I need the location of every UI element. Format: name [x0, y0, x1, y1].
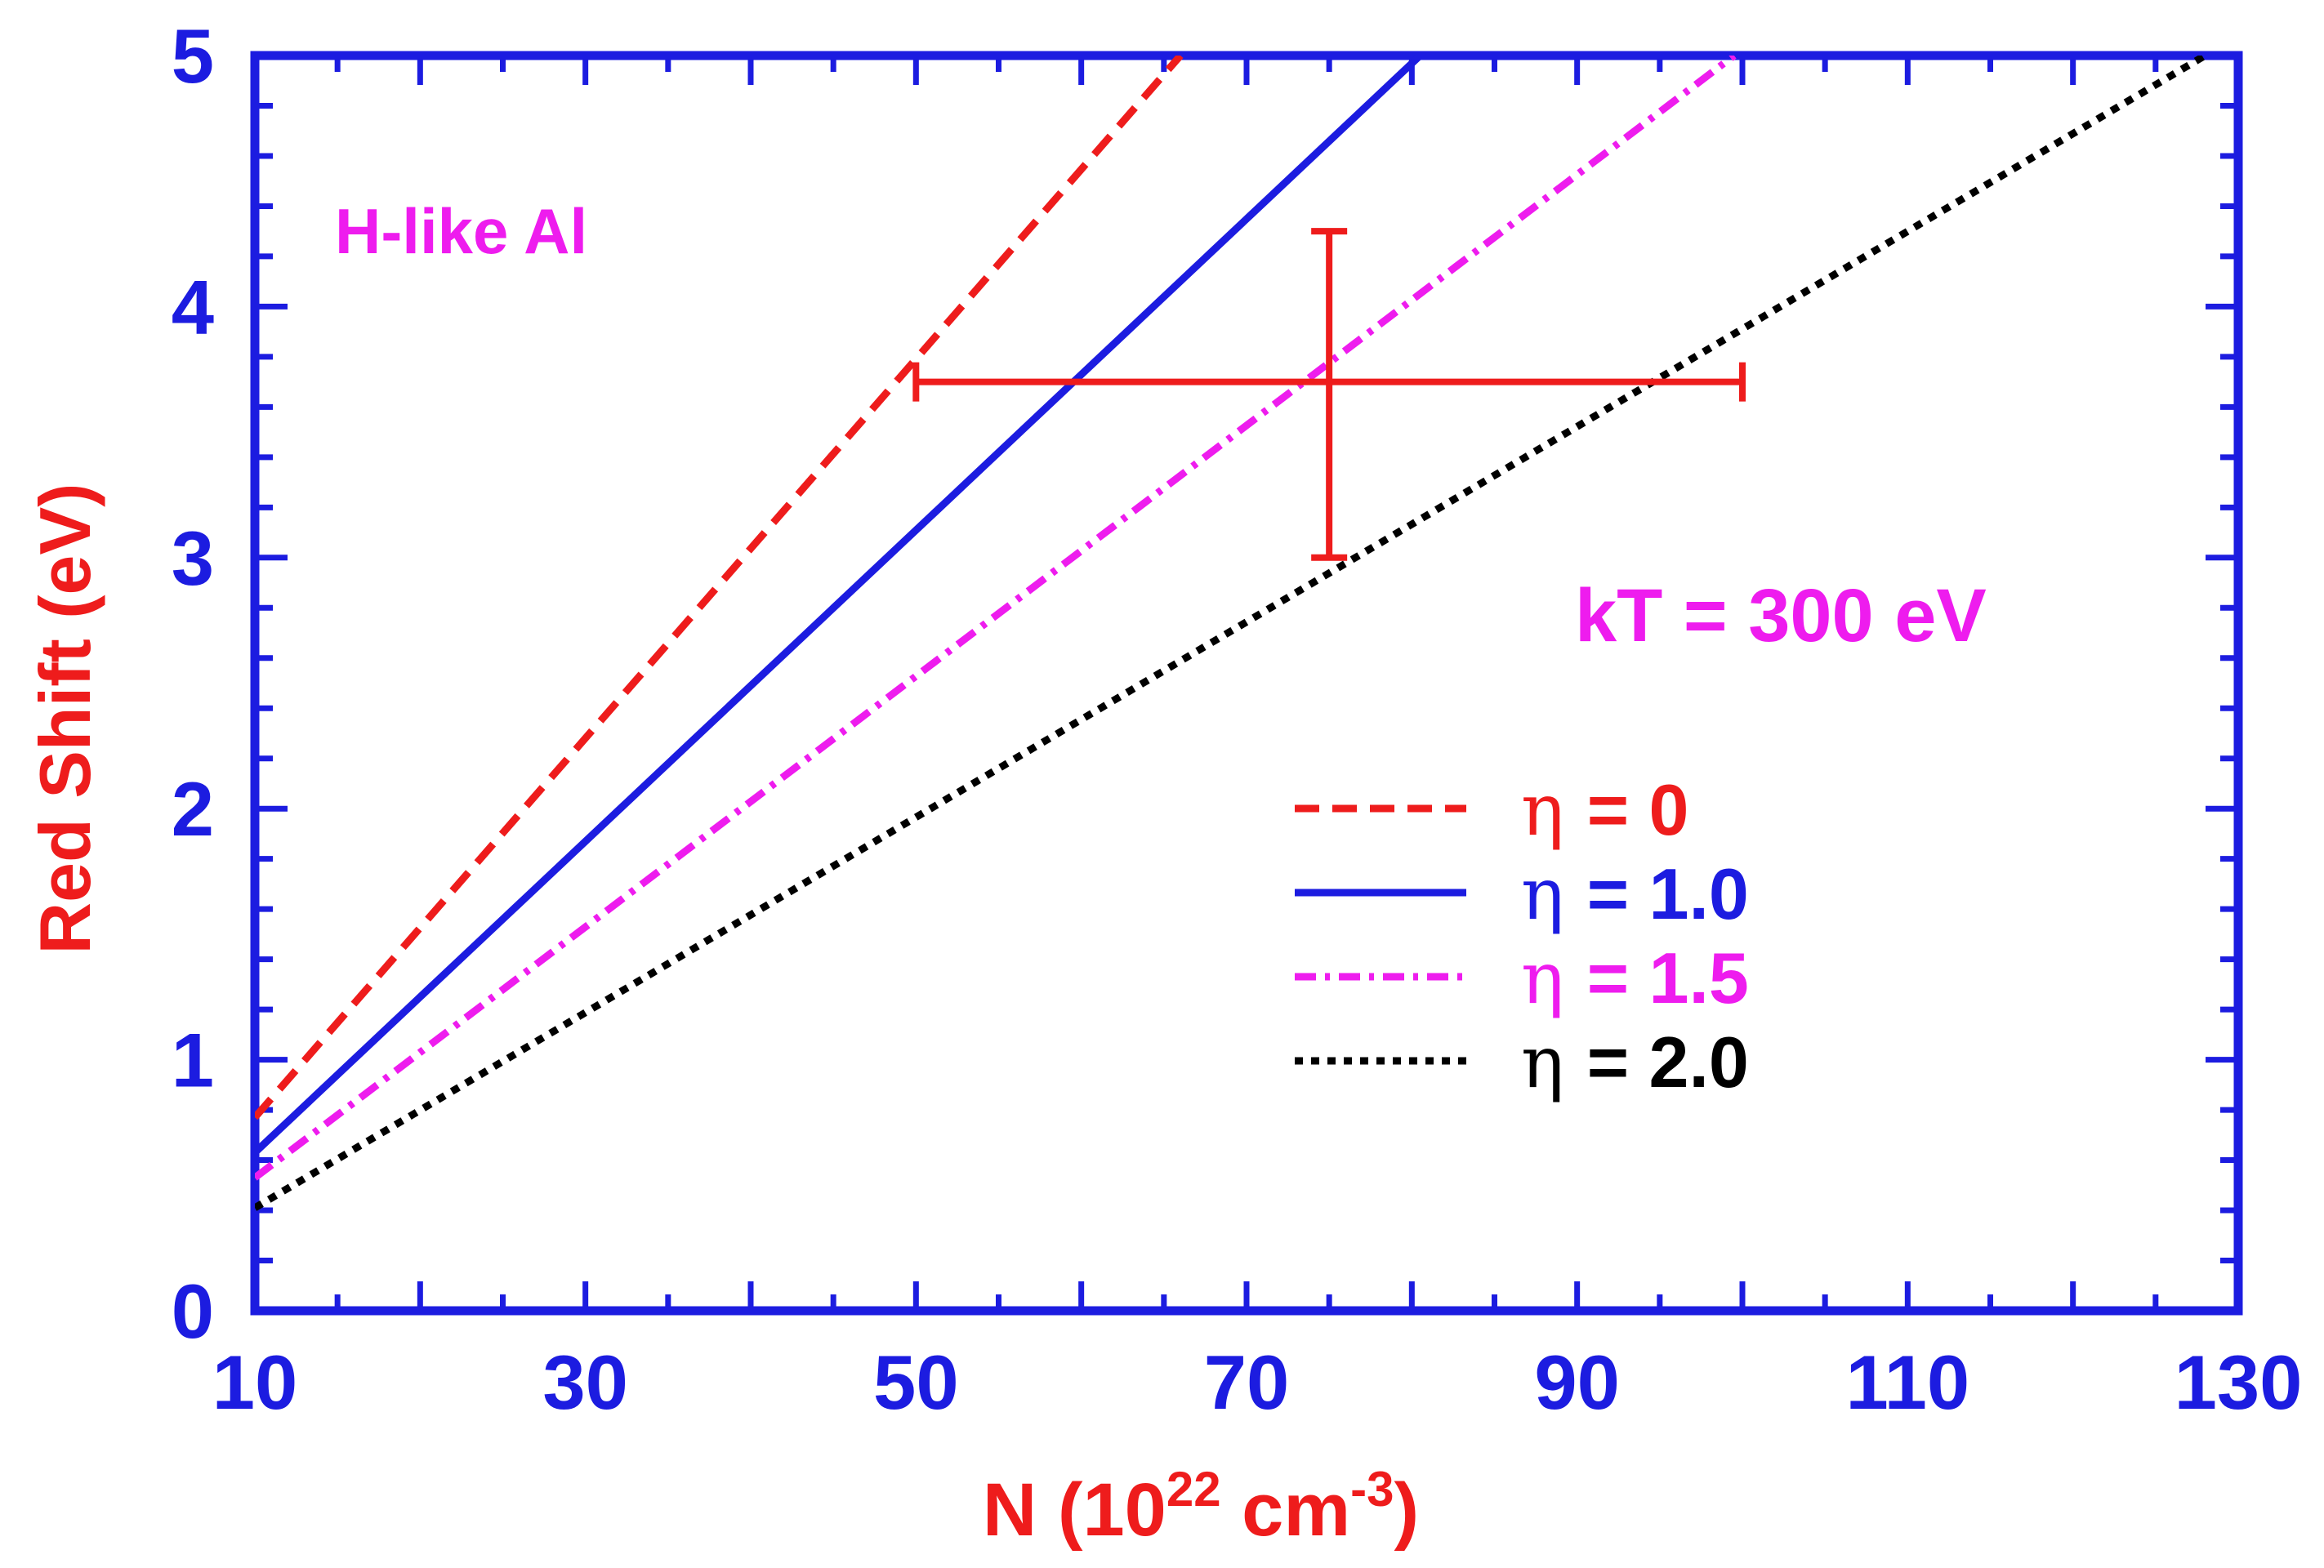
temperature-annotation: kT = 300 eV [1575, 574, 1987, 657]
species-annotation: H-like Al [335, 195, 587, 267]
x-axis-title-exponent: 22 [1166, 1462, 1221, 1517]
y-axis-title: Red Shift (eV) [25, 483, 105, 955]
legend-eta-symbol: η [1521, 852, 1587, 936]
legend-eta-value: = 2.0 [1587, 1022, 1749, 1102]
x-tick-label: 30 [542, 1339, 628, 1425]
tick-label-group: 10 30 50 70 90 110 130 0 1 2 3 4 5 [172, 13, 2303, 1425]
legend-label: η = 1.5 [1521, 936, 1749, 1020]
x-tick-label: 50 [873, 1339, 959, 1425]
legend-label: η = 0 [1521, 768, 1688, 852]
plot-frame-group [250, 51, 2243, 1316]
legend-label: η = 2.0 [1521, 1020, 1749, 1104]
series-group [255, 56, 2207, 1211]
x-axis-title-base: N (10 [983, 1468, 1166, 1552]
y-tick-label: 1 [172, 1018, 214, 1103]
series-line [255, 56, 1423, 1156]
y-tick-label: 4 [172, 264, 214, 350]
legend: η = 0η = 1.0η = 1.5η = 2.0 [1295, 768, 1749, 1104]
legend-eta-symbol: η [1521, 1020, 1587, 1104]
error-bar-group [912, 228, 1746, 561]
x-axis-title-close: ) [1394, 1468, 1419, 1552]
legend-eta-value: = 0 [1587, 769, 1689, 850]
series-line [255, 56, 2207, 1211]
x-tick-label: 10 [212, 1339, 298, 1425]
series-clip-group [255, 56, 2207, 1211]
text-group: H-like Al kT = 300 eV Red Shift (eV) N (… [25, 195, 1987, 1552]
y-tick-label: 3 [172, 515, 214, 601]
y-tick-label: 5 [172, 13, 214, 99]
y-tick-label: 2 [172, 766, 214, 852]
series-line [255, 56, 1184, 1120]
x-tick-label: 70 [1204, 1339, 1290, 1425]
x-axis-title-unit: cm [1221, 1468, 1351, 1552]
legend-eta-value: = 1.5 [1587, 938, 1749, 1018]
legend-eta-symbol: η [1521, 768, 1587, 852]
legend-eta-symbol: η [1521, 936, 1587, 1020]
x-tick-label: 130 [2175, 1339, 2303, 1425]
legend-eta-value: = 1.0 [1587, 853, 1749, 934]
series-line [255, 56, 1737, 1181]
legend-label: η = 1.0 [1521, 852, 1749, 936]
x-tick-label: 90 [1534, 1339, 1620, 1425]
x-axis-title-unit-exponent: -3 [1350, 1462, 1394, 1517]
x-axis-title: N (1022 cm-3) [983, 1462, 1419, 1552]
y-tick-label: 0 [172, 1268, 214, 1354]
x-tick-label: 110 [1846, 1339, 1970, 1425]
